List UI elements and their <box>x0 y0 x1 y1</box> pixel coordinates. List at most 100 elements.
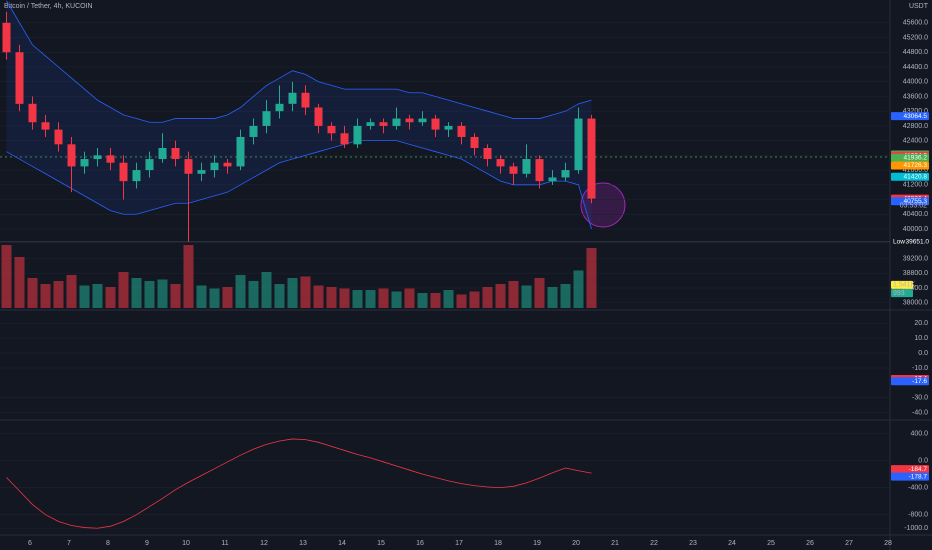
volume-bar <box>391 291 402 308</box>
candle-body <box>548 177 557 182</box>
volume-bar <box>326 287 337 308</box>
y-tick-label: 41200.0 <box>903 182 928 189</box>
symbol-title: Bitcoin / Tether, 4h, KUCOIN <box>4 3 93 10</box>
y-tick-label: 10.0 <box>914 335 928 342</box>
x-tick-label: 13 <box>299 540 307 547</box>
y-tick-label: 45600.0 <box>903 20 928 27</box>
candle-body <box>236 136 245 167</box>
y-tick-label: 41600.0 <box>903 167 928 174</box>
candle-body <box>262 111 271 126</box>
x-tick-label: 16 <box>416 540 424 547</box>
candle-body <box>132 170 141 182</box>
candle-body <box>574 118 583 171</box>
volume-bar <box>339 288 350 308</box>
macd-line <box>6 438 592 529</box>
candle-body <box>2 22 11 53</box>
candle-body <box>483 148 492 160</box>
y-tick-label: 44000.0 <box>903 79 928 86</box>
y-tick-label: 40400.0 <box>903 211 928 218</box>
volume-bar <box>300 276 311 308</box>
x-tick-label: 15 <box>377 540 385 547</box>
price-badge <box>891 153 929 162</box>
x-tick-label: 28 <box>884 540 892 547</box>
x-tick-label: 14 <box>338 540 346 547</box>
y-tick-label: -400.0 <box>908 484 928 491</box>
candle-body <box>353 125 362 145</box>
candle-body <box>418 118 427 123</box>
volume-bar <box>482 287 493 308</box>
candle-body <box>106 155 115 163</box>
x-tick-label: 6 <box>28 540 32 547</box>
candle-body <box>470 136 479 149</box>
volume-bar <box>365 290 376 308</box>
volume-badge <box>891 289 913 298</box>
volume-bar <box>27 278 38 308</box>
low-value: 39651.0 <box>906 239 930 246</box>
x-tick-label: 18 <box>494 540 502 547</box>
price-badge-label: -17.6 <box>912 378 927 385</box>
y-tick-label: 0.0 <box>918 457 928 464</box>
candle-body <box>223 162 232 167</box>
volume-bar <box>1 245 12 308</box>
y-tick-label: -10.0 <box>912 365 928 372</box>
bollinger-fill <box>6 0 592 230</box>
candle-body <box>171 148 180 160</box>
y-tick-label: 38000.0 <box>903 299 928 306</box>
volume-bar <box>261 272 272 308</box>
volume-bar <box>157 279 168 308</box>
y-tick-label: 42800.0 <box>903 123 928 130</box>
candle-body <box>80 159 89 167</box>
y-tick-label: 400.0 <box>910 430 928 437</box>
volume-bar <box>573 270 584 308</box>
bollinger-lower <box>6 140 592 230</box>
candle-body <box>496 159 505 167</box>
candle-body <box>535 159 544 182</box>
volume-bar <box>352 290 363 308</box>
candle-body <box>522 159 531 174</box>
bollinger-upper <box>6 0 592 123</box>
y-tick-label: 44800.0 <box>903 49 928 56</box>
volume-bar <box>105 287 116 308</box>
low-badge <box>891 237 931 246</box>
candle-body <box>509 166 518 174</box>
volume-bar <box>287 278 298 308</box>
x-tick-label: 25 <box>767 540 775 547</box>
volume-bar <box>443 290 454 308</box>
volume-bar <box>456 294 467 308</box>
volume-bar <box>79 285 90 308</box>
candle-body <box>314 107 323 126</box>
x-tick-label: 23 <box>689 540 697 547</box>
volume-bar <box>586 248 597 308</box>
volume-badge <box>891 280 913 289</box>
volume-bar <box>40 284 51 308</box>
y-tick-label: 43200.0 <box>903 108 928 115</box>
candle-body <box>288 92 297 104</box>
candle-body <box>587 118 596 199</box>
candle-body <box>54 129 63 145</box>
y-tick-label: 20.0 <box>914 320 928 327</box>
y-tick-label: 43600.0 <box>903 93 928 100</box>
price-badge-label: 41726.3 <box>904 162 928 169</box>
candle-body <box>28 103 37 123</box>
price-badge-label: 41936.2 <box>904 154 928 161</box>
volume-bar <box>66 275 77 308</box>
price-badge-label: 40755.3 <box>904 198 928 205</box>
volume-bar <box>118 272 129 308</box>
price-badge <box>891 172 929 181</box>
x-tick-label: 19 <box>533 540 541 547</box>
volume-bar <box>144 281 155 308</box>
y-tick-label: 38400.0 <box>903 285 928 292</box>
candle-body <box>431 118 440 130</box>
x-tick-label: 21 <box>611 540 619 547</box>
volume-bar <box>196 285 207 308</box>
volume-bar <box>547 287 558 308</box>
volume-bar <box>170 284 181 308</box>
candle-body <box>93 155 102 160</box>
price-badge <box>891 472 929 481</box>
price-badge <box>891 465 929 474</box>
volume-bar <box>469 291 480 308</box>
y-tick-label: 44400.0 <box>903 64 928 71</box>
